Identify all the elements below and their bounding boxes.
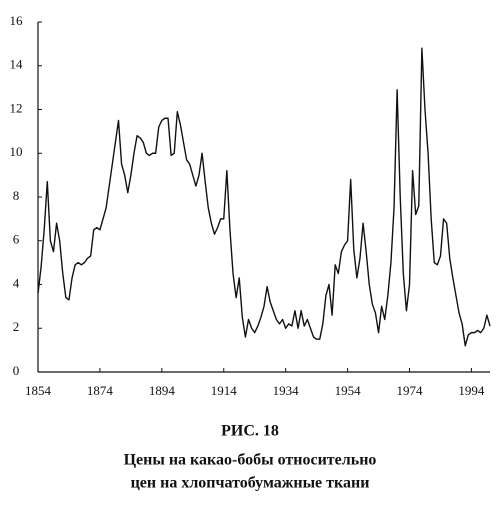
- y-tick-label: 4: [13, 275, 20, 290]
- caption-line: Цены на какао-бобы относительно: [124, 452, 377, 469]
- y-tick-label: 8: [13, 188, 20, 203]
- x-tick-label: 1854: [25, 383, 52, 398]
- x-tick-label: 1974: [397, 383, 424, 398]
- figure-label: РИС. 18: [221, 423, 279, 440]
- x-tick-label: 1894: [149, 383, 176, 398]
- data-line: [37, 47, 491, 347]
- y-tick-label: 6: [13, 232, 20, 247]
- y-tick-label: 16: [10, 13, 24, 28]
- y-tick-label: 14: [10, 57, 24, 72]
- y-tick-label: 2: [13, 319, 20, 334]
- x-tick-label: 1994: [458, 383, 485, 398]
- x-tick-label: 1954: [335, 383, 362, 398]
- x-tick-label: 1934: [273, 383, 300, 398]
- y-tick-label: 10: [10, 144, 23, 159]
- x-tick-label: 1874: [87, 383, 114, 398]
- x-tick-label: 1914: [211, 383, 238, 398]
- y-tick-label: 0: [13, 363, 20, 378]
- caption-line: цен на хлопчатобумажные ткани: [131, 475, 370, 492]
- y-tick-label: 12: [10, 100, 23, 115]
